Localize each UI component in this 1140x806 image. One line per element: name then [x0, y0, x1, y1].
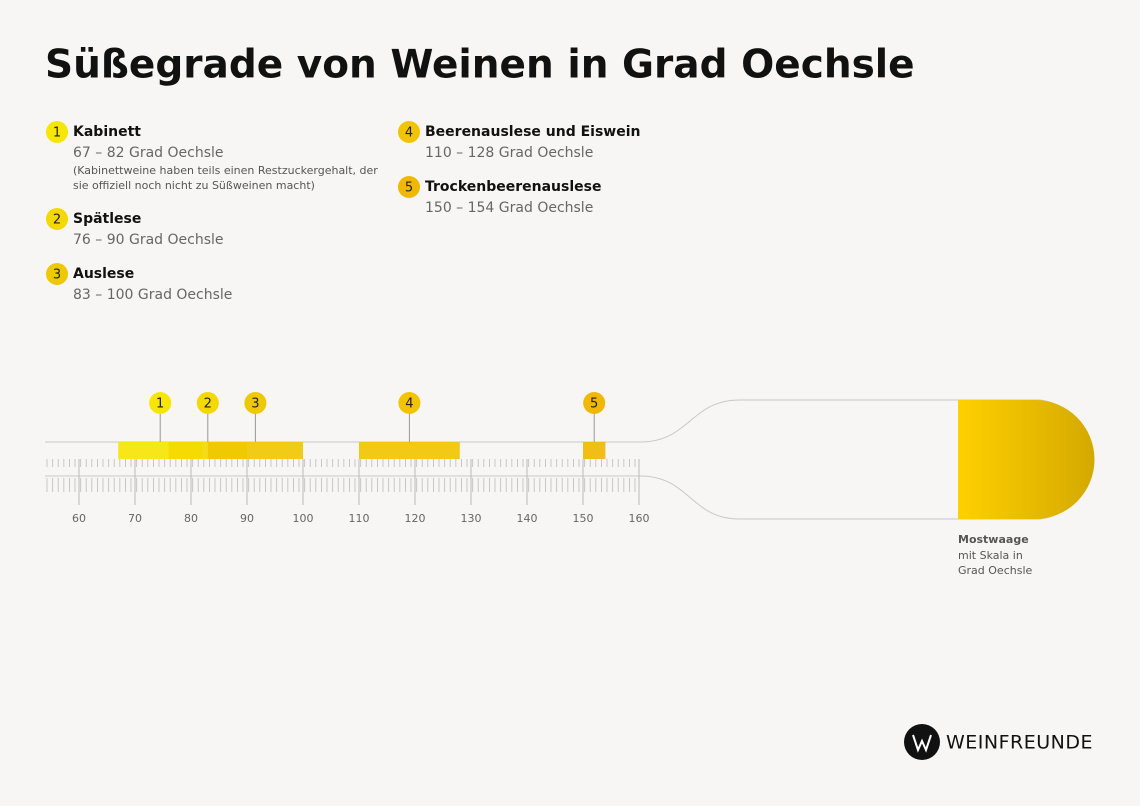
x-tick-label: 120 — [405, 512, 426, 525]
x-tick-label: 100 — [293, 512, 314, 525]
legend-name: Spätlese — [73, 211, 141, 227]
x-tick-label: 150 — [573, 512, 594, 525]
legend-badge — [46, 121, 68, 143]
x-tick-label: 60 — [72, 512, 86, 525]
bulb — [958, 400, 1095, 520]
x-tick-label: 130 — [461, 512, 482, 525]
legend-range: 76 – 90 Grad Oechsle — [73, 232, 224, 248]
marker-badge — [196, 392, 219, 414]
x-tick-label: 140 — [517, 512, 538, 525]
marker-badge — [398, 392, 421, 414]
marker-badge — [244, 392, 267, 414]
legend-badge — [398, 176, 420, 198]
minor-ticks — [46, 459, 640, 467]
x-tick-label: 110 — [349, 512, 370, 525]
legend-number: 3 — [53, 268, 61, 283]
legend-badge — [46, 263, 68, 285]
legend-number: 4 — [405, 126, 413, 141]
legend-name: Beerenauslese und Eiswein — [425, 124, 641, 140]
device-text: mit Skala in — [958, 549, 1023, 562]
legend-range: 110 – 128 Grad Oechsle — [425, 145, 593, 161]
legend-badge — [398, 121, 420, 143]
marker-label: 2 — [204, 397, 212, 412]
legend-note: (Kabinettweine haben teils einen Restzuc… — [73, 164, 378, 177]
x-tick-label: 160 — [629, 512, 650, 525]
x-tick-label: 80 — [184, 512, 198, 525]
legend-range: 83 – 100 Grad Oechsle — [73, 287, 232, 303]
legend-name: Auslese — [73, 266, 134, 282]
marker-label: 5 — [590, 397, 598, 412]
legend-name: Kabinett — [73, 124, 141, 140]
device-title: Mostwaage — [958, 533, 1029, 546]
range-bar — [583, 442, 606, 459]
legend-note: sie offiziell noch nicht zu Süßweinen ma… — [73, 179, 315, 192]
logo-mark — [912, 734, 932, 753]
legend-name: Trockenbeerenauslese — [425, 179, 601, 195]
legend-number: 1 — [53, 126, 61, 141]
legend-badge — [46, 208, 68, 230]
x-tick-label: 70 — [128, 512, 142, 525]
device-text: Grad Oechsle — [958, 564, 1032, 577]
x-tick-label: 90 — [240, 512, 254, 525]
title: Süßegrade von Weinen in Grad Oechsle — [45, 43, 915, 88]
range-bar — [359, 442, 460, 459]
marker-badge — [149, 392, 172, 414]
marker-label: 1 — [156, 397, 164, 412]
marker-label: 4 — [405, 397, 413, 412]
range-bar — [207, 442, 303, 459]
brand: WEINFREUNDE — [946, 732, 1093, 754]
legend-number: 2 — [53, 213, 61, 228]
legend-number: 5 — [405, 181, 413, 196]
marker-label: 3 — [251, 397, 259, 412]
legend-range: 150 – 154 Grad Oechsle — [425, 200, 593, 216]
minor-ticks — [46, 478, 640, 492]
marker-badge — [583, 392, 606, 414]
legend-range: 67 – 82 Grad Oechsle — [73, 145, 224, 161]
